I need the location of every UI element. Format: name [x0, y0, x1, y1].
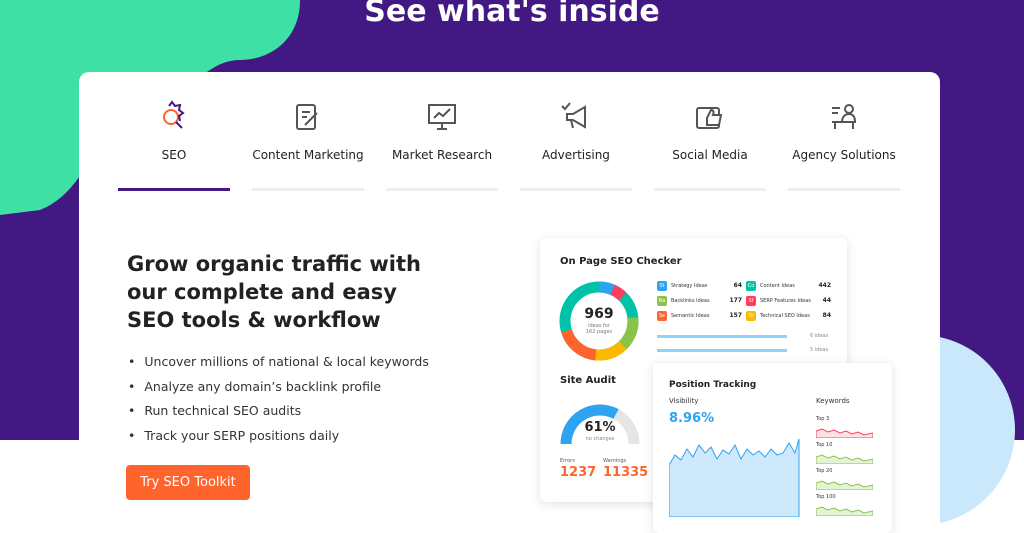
tab-underline [386, 188, 498, 191]
tab-underline [654, 188, 766, 191]
tab-icon [296, 104, 318, 130]
idea-badge: Ba [657, 296, 667, 306]
tab-icon [696, 107, 723, 129]
donut [559, 281, 639, 361]
tab-label: Agency Solutions [792, 148, 896, 162]
audit-score: 61% [584, 420, 616, 435]
idea-row: Co Content Ideas 442 [746, 281, 831, 291]
keyword-label: Top 20 [816, 468, 833, 474]
tab-label: Social Media [672, 148, 748, 162]
warnings-count: 11335 [603, 465, 649, 480]
tab[interactable]: Social Media [654, 100, 766, 191]
keyword-sparkline [815, 501, 874, 517]
tab-underline [252, 188, 364, 191]
idea-count: 44 [822, 297, 831, 304]
tab-icon [561, 102, 586, 129]
idea-badge: Sf [746, 296, 756, 306]
idea-label: SERP Features Ideas [760, 298, 811, 304]
tab-icon [163, 100, 185, 129]
tab[interactable]: Advertising [520, 100, 632, 191]
gauge [560, 404, 640, 445]
keyword-label: Top 3 [816, 416, 830, 422]
feature-item: Uncover millions of national & local key… [128, 354, 429, 369]
keyword-label: Top 10 [816, 442, 833, 448]
idea-row: Se Semantic Ideas 157 [657, 311, 742, 321]
tab[interactable]: Agency Solutions [788, 100, 900, 191]
tab-icon [832, 104, 856, 129]
idea-count: 157 [729, 312, 742, 319]
tab-label: SEO [161, 148, 187, 162]
visibility-chart [669, 438, 800, 517]
warnings-label: Warnings [603, 458, 627, 464]
idea-label: Backlinks Ideas [671, 298, 710, 304]
row-label: 5 ideas [810, 347, 829, 353]
tab-icon [428, 104, 456, 130]
card-title: Site Audit [560, 375, 616, 386]
tab[interactable]: SEO [118, 100, 230, 191]
keyword-sparkline [815, 423, 874, 439]
card-title: Position Tracking [669, 380, 757, 390]
keywords-label: Keywords [816, 397, 850, 405]
idea-label: Technical SEO Ideas [760, 313, 810, 319]
tab-underline [520, 188, 632, 191]
idea-count: 442 [818, 282, 831, 289]
position-tracking-card: Position Tracking Visibility 8.96% Keywo… [653, 363, 892, 533]
keyword-label: Top 100 [816, 494, 836, 500]
visibility-value: 8.96% [669, 411, 715, 426]
idea-badge: Co [746, 281, 756, 291]
idea-badge: Te [746, 311, 756, 321]
idea-row: Te Technical SEO Ideas 84 [746, 311, 831, 321]
idea-badge: St [657, 281, 667, 291]
cta-button[interactable]: Try SEO Toolkit [126, 465, 250, 500]
feature-item: Analyze any domain’s backlink profile [128, 379, 429, 394]
total-caption: ideas for 162 pages [585, 323, 613, 335]
visibility-label: Visibility [669, 397, 699, 405]
tab-label: Content Marketing [252, 148, 364, 162]
idea-row: Ba Backlinks Ideas 177 [657, 296, 742, 306]
errors-count: 1237 [560, 465, 597, 480]
tab-underline [788, 188, 900, 191]
feature-item: Run technical SEO audits [128, 403, 429, 418]
idea-count: 64 [733, 282, 742, 289]
idea-count: 84 [822, 312, 831, 319]
row-label: 6 ideas [810, 333, 829, 339]
total-ideas: 969 [584, 306, 614, 322]
idea-label: Content Ideas [760, 283, 795, 289]
tab[interactable]: Content Marketing [252, 100, 364, 191]
section-title: See what's inside [364, 0, 660, 29]
progress-bar [657, 349, 787, 352]
feature-item: Track your SERP positions daily [128, 428, 429, 443]
score-caption: no changes [585, 436, 615, 442]
tab-label: Advertising [542, 148, 610, 162]
feature-list: Uncover millions of national & local key… [128, 354, 429, 452]
hero-heading: Grow organic traffic with our complete a… [127, 252, 421, 332]
idea-row: Sf SERP Features Ideas 44 [746, 296, 831, 306]
idea-count: 177 [729, 297, 742, 304]
card-title: On Page SEO Checker [560, 256, 682, 267]
idea-badge: Se [657, 311, 667, 321]
idea-label: Strategy Ideas [671, 283, 708, 289]
progress-bar [657, 335, 787, 338]
tab-label: Market Research [391, 148, 493, 162]
idea-label: Semantic Ideas [671, 313, 710, 319]
tab[interactable]: Market Research [386, 100, 498, 191]
keyword-sparkline [815, 449, 874, 465]
idea-row: St Strategy Ideas 64 [657, 281, 742, 291]
tab-underline [118, 188, 230, 191]
errors-label: Errors [560, 458, 575, 464]
keyword-sparkline [815, 475, 874, 491]
